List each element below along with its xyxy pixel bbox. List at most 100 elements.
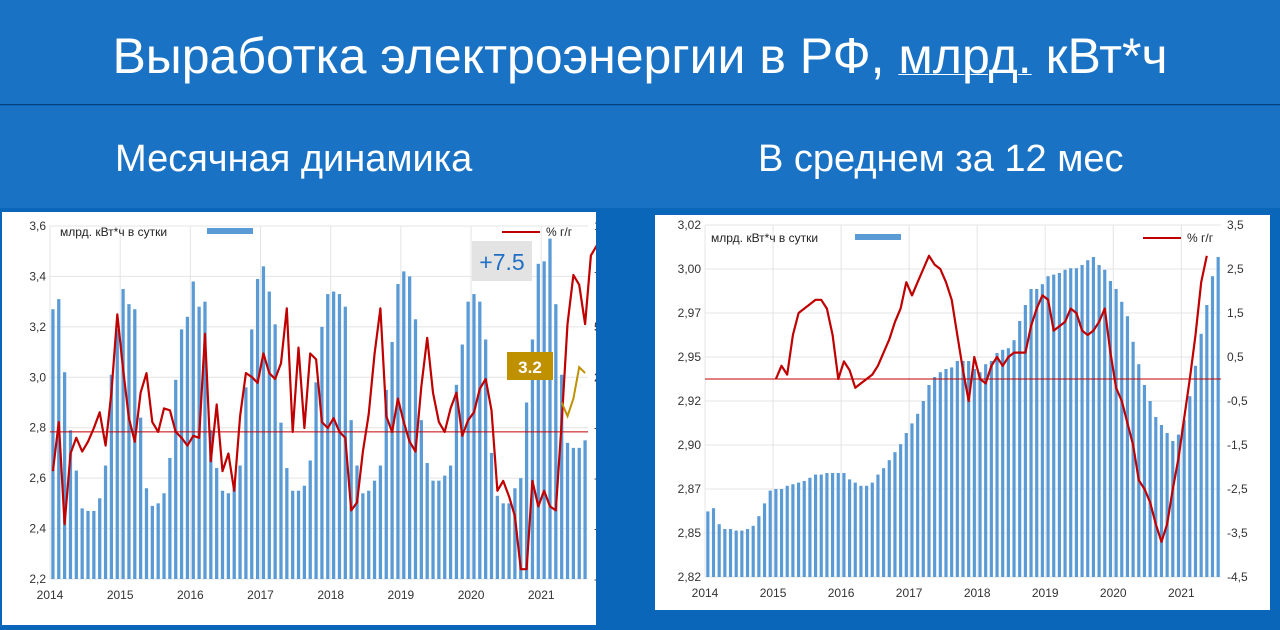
- bar: [115, 329, 119, 579]
- bar: [734, 530, 738, 577]
- y-right-tick-label: 2,5: [1227, 262, 1244, 276]
- monthly-chart: 2,2 2,4 2,6 2,8 3,0 3,2 3,4 3,6 -8 -6 -3 -1 2 5 7 10 201…: [29, 219, 610, 602]
- bar: [530, 339, 535, 579]
- bar: [51, 309, 55, 579]
- bar: [478, 301, 482, 579]
- bar: [560, 374, 564, 579]
- bar: [466, 301, 470, 579]
- bar: [933, 377, 937, 577]
- bar: [711, 508, 716, 577]
- y-right-tick-label: -1,5: [1227, 438, 1248, 452]
- y-right-tick-label: -3,5: [1227, 526, 1248, 540]
- bar: [1176, 434, 1181, 577]
- bar: [1029, 289, 1033, 577]
- x-tick-label: 2015: [760, 586, 787, 600]
- x-tick-label: 2014: [692, 586, 719, 600]
- bar: [571, 447, 576, 579]
- y-left-tick-label: 2,6: [29, 471, 46, 485]
- bar: [513, 488, 517, 579]
- bar: [1205, 305, 1209, 577]
- y-left-tick-label: 2,8: [29, 421, 46, 435]
- bar: [174, 379, 178, 579]
- title-tail: кВт*ч: [1031, 28, 1168, 84]
- bar: [1091, 257, 1096, 577]
- monthly-chart-panel: 2,2 2,4 2,6 2,8 3,0 3,2 3,4 3,6 -8 -6 -3 -1 2 5 7 10 201…: [2, 212, 610, 625]
- bar: [378, 465, 383, 579]
- x-tick-label: 2020: [1100, 586, 1127, 600]
- bar: [437, 480, 441, 579]
- y-left-tick-label: 3,00: [678, 262, 702, 276]
- y-left-tick-label: 3,0: [29, 370, 46, 384]
- bar: [98, 498, 102, 579]
- annotation-badge-box: [507, 352, 553, 380]
- bar: [938, 372, 942, 577]
- bar: [326, 294, 330, 579]
- bar: [279, 422, 283, 579]
- bar: [1069, 268, 1073, 577]
- bar: [813, 474, 818, 577]
- bar: [728, 529, 733, 577]
- bar: [460, 344, 464, 579]
- bar: [209, 430, 213, 579]
- bar: [961, 361, 965, 577]
- bar: [1142, 385, 1147, 577]
- bar: [1137, 364, 1141, 577]
- bar: [984, 364, 988, 577]
- bar: [882, 468, 886, 577]
- bar: [836, 473, 840, 577]
- bar: [337, 294, 342, 579]
- bar: [372, 480, 377, 579]
- y-right-tick-label: 2: [594, 370, 596, 384]
- bar: [554, 304, 558, 579]
- bar: [1193, 365, 1198, 577]
- x-tick-label: 2017: [247, 588, 274, 602]
- page-title: Выработка электроэнергии в РФ, млрд. кВт…: [0, 0, 1280, 105]
- bar: [876, 474, 880, 577]
- bar: [68, 430, 73, 579]
- x-tick-label: 2019: [388, 588, 415, 602]
- bar: [74, 470, 78, 579]
- bar: [995, 353, 999, 577]
- bar: [785, 485, 789, 577]
- bar: [1057, 273, 1061, 577]
- bar: [848, 479, 852, 577]
- bar: [1086, 260, 1090, 577]
- legend-bars-label: млрд. кВт*ч в сутки: [60, 225, 167, 239]
- y-left-tick-label: 2,2: [29, 572, 46, 586]
- bar: [1182, 420, 1186, 577]
- y-right-tick-label: 3,5: [1227, 218, 1244, 232]
- bar: [1018, 321, 1022, 577]
- bar: [944, 369, 948, 577]
- bar: [893, 452, 897, 577]
- bar: [745, 529, 750, 577]
- bar: [1080, 265, 1084, 577]
- bar: [431, 480, 435, 579]
- legend-bars-label: млрд. кВт*ч в сутки: [711, 231, 818, 245]
- bar: [577, 447, 581, 579]
- bar: [1165, 433, 1169, 577]
- bar: [808, 477, 812, 577]
- bar: [80, 508, 84, 579]
- y-right-tick-label: -0,5: [1227, 394, 1248, 408]
- bar: [133, 309, 137, 579]
- legend-bars-swatch: [855, 234, 901, 240]
- bar: [1159, 425, 1164, 577]
- bar: [226, 493, 230, 579]
- bar: [367, 490, 371, 579]
- bar: [150, 505, 154, 579]
- bar: [1199, 333, 1203, 577]
- bar: [1035, 289, 1039, 577]
- bar: [768, 490, 772, 577]
- bar: [1188, 396, 1192, 577]
- bar: [244, 387, 248, 579]
- bar: [1125, 316, 1130, 577]
- y-right-tick-label: 7: [594, 269, 596, 283]
- bar: [706, 511, 710, 577]
- avg12m-chart-panel: 2,82 2,85 2,87 2,90 2,92 2,95 2,97 3,00 3,02 -4,5…: [655, 215, 1270, 610]
- bar: [1171, 441, 1175, 577]
- bar: [1063, 269, 1067, 577]
- bar: [967, 361, 971, 577]
- bar: [1012, 340, 1016, 577]
- legend-line-label: % г/г: [1187, 231, 1214, 245]
- bar: [296, 490, 301, 579]
